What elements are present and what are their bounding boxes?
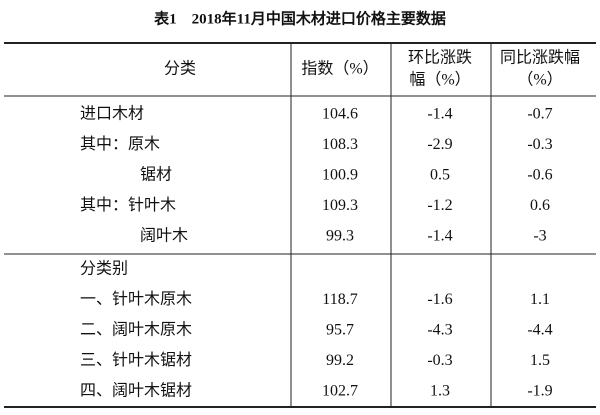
- cell-value: 0.5: [430, 167, 450, 184]
- cell-value: -0.6: [527, 167, 552, 184]
- row-label: 阔叶木: [140, 227, 188, 245]
- column-header: 环比涨跌: [408, 49, 472, 67]
- cell-value: 102.7: [322, 383, 358, 400]
- row-label: 一、针叶木原木: [80, 290, 192, 308]
- row-label: 锯材: [140, 166, 172, 184]
- column-header: 指数（%）: [301, 60, 378, 78]
- row-label: 四、阔叶木锯材: [80, 382, 192, 400]
- cell-value: 99.2: [326, 352, 354, 369]
- column-header: 同比涨跌幅: [500, 49, 580, 67]
- cell-value: -1.4: [427, 228, 452, 245]
- cell-value: -1.6: [427, 291, 452, 308]
- column-header: （%）: [517, 71, 562, 89]
- cell-value: -0.3: [527, 136, 552, 153]
- cell-value: -1.4: [427, 106, 452, 123]
- row-label: 三、针叶木锯材: [80, 351, 192, 369]
- cell-value: 109.3: [322, 197, 358, 214]
- row-label: 二、阔叶木原木: [80, 321, 192, 339]
- cell-value: 1.1: [530, 291, 550, 308]
- cell-value: 118.7: [322, 291, 357, 308]
- table-title: 表1 2018年11月中国木材进口价格主要数据: [154, 9, 446, 27]
- cell-value: -4.4: [527, 322, 552, 339]
- cell-value: -0.7: [527, 106, 552, 123]
- cell-value: -0.3: [427, 352, 452, 369]
- cell-value: 104.6: [322, 106, 358, 123]
- group-heading: 分类别: [80, 260, 128, 278]
- cell-value: 99.3: [326, 228, 354, 245]
- cell-value: -4.3: [427, 322, 452, 339]
- cell-value: 108.3: [322, 136, 358, 153]
- row-label: 其中：原木: [80, 135, 160, 153]
- row-label: 进口木材: [80, 105, 144, 123]
- row-label: 其中：针叶木: [80, 196, 176, 214]
- column-header: 幅（%）: [409, 71, 470, 89]
- cell-value: 95.7: [326, 322, 354, 339]
- cell-value: 100.9: [322, 167, 358, 184]
- column-header: 分类: [164, 60, 196, 78]
- cell-value: 0.6: [530, 197, 550, 214]
- cell-value: 1.5: [530, 352, 550, 369]
- cell-value: -2.9: [427, 136, 452, 153]
- cell-value: -1.2: [427, 197, 452, 214]
- cell-value: -1.9: [527, 383, 552, 400]
- cell-value: -3: [533, 228, 546, 245]
- cell-value: 1.3: [430, 383, 450, 400]
